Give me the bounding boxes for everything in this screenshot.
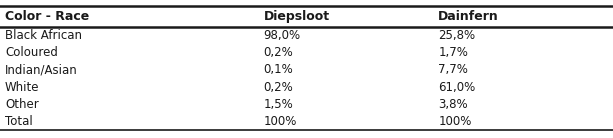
Text: 0,1%: 0,1% bbox=[264, 63, 294, 76]
Text: 100%: 100% bbox=[438, 115, 471, 128]
Text: 3,8%: 3,8% bbox=[438, 98, 468, 111]
Text: 1,5%: 1,5% bbox=[264, 98, 294, 111]
Text: Diepsloot: Diepsloot bbox=[264, 10, 330, 23]
Text: 0,2%: 0,2% bbox=[264, 81, 294, 94]
Text: 1,7%: 1,7% bbox=[438, 46, 468, 59]
Text: Indian/Asian: Indian/Asian bbox=[5, 63, 78, 76]
Text: White: White bbox=[5, 81, 39, 94]
Text: Coloured: Coloured bbox=[5, 46, 58, 59]
Text: 100%: 100% bbox=[264, 115, 297, 128]
Text: 25,8%: 25,8% bbox=[438, 29, 476, 42]
Text: 61,0%: 61,0% bbox=[438, 81, 476, 94]
Text: Dainfern: Dainfern bbox=[438, 10, 499, 23]
Text: Total: Total bbox=[5, 115, 32, 128]
Text: 7,7%: 7,7% bbox=[438, 63, 468, 76]
Text: Other: Other bbox=[5, 98, 39, 111]
Text: Black African: Black African bbox=[5, 29, 82, 42]
Text: 0,2%: 0,2% bbox=[264, 46, 294, 59]
Text: 98,0%: 98,0% bbox=[264, 29, 301, 42]
Text: Color - Race: Color - Race bbox=[5, 10, 89, 23]
